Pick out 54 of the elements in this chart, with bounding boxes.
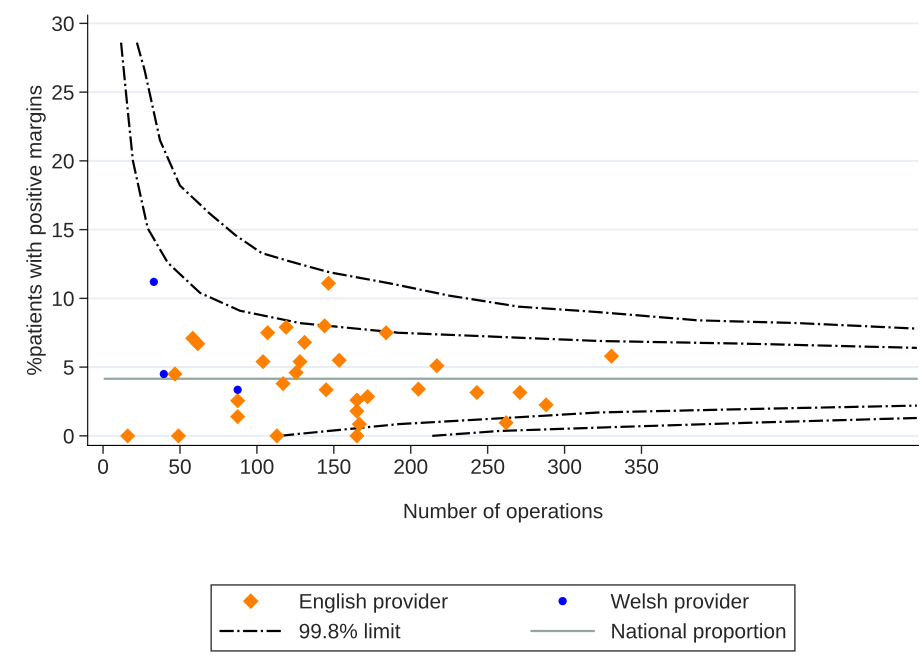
point — [292, 354, 308, 370]
x-tick-label: 0 — [98, 459, 108, 474]
point — [332, 352, 347, 368]
point — [167, 366, 183, 382]
y-tick-label: 25 — [52, 85, 74, 100]
point — [296, 334, 312, 350]
point — [318, 382, 334, 398]
legend-label: National proportion — [612, 623, 786, 643]
point — [429, 358, 444, 374]
y-tick-label: 20 — [52, 154, 74, 169]
point — [469, 384, 484, 400]
x-tick-label: 350 — [624, 459, 658, 474]
legend-label: Welsh provider — [610, 593, 749, 613]
legend-label: English provider — [300, 593, 448, 613]
point — [410, 381, 426, 397]
point — [120, 428, 136, 444]
x-tick-label: 50 — [169, 459, 191, 474]
point — [230, 408, 246, 424]
x-axis-title: Number of operations — [404, 503, 602, 522]
point — [512, 384, 528, 400]
point — [234, 386, 242, 394]
x-tick-label: 150 — [318, 459, 350, 474]
point — [604, 348, 620, 364]
point — [360, 389, 376, 404]
point — [255, 354, 271, 370]
point — [378, 325, 394, 340]
point — [160, 370, 168, 378]
point — [278, 320, 294, 335]
point — [150, 278, 158, 286]
point — [352, 416, 367, 432]
y-axis-title: %patients with positive margins — [26, 86, 46, 375]
y-tick-label: 5 — [64, 360, 74, 375]
point — [349, 428, 364, 444]
y-tick-label: 0 — [64, 428, 74, 444]
point — [538, 397, 554, 413]
legend-label: 99.8% limit — [300, 623, 400, 638]
point — [316, 318, 332, 334]
point — [230, 393, 246, 408]
point — [260, 325, 276, 340]
y-tick-label: 10 — [52, 291, 74, 306]
point — [498, 415, 514, 430]
point — [269, 428, 285, 444]
point — [170, 428, 186, 444]
point — [288, 364, 304, 380]
point — [190, 336, 206, 352]
x-tick-label: 250 — [471, 459, 504, 474]
point — [320, 276, 336, 291]
x-tick-label: 300 — [548, 459, 582, 474]
x-tick-label: 200 — [394, 459, 428, 474]
x-tick-label: 100 — [241, 459, 274, 474]
point — [275, 376, 291, 392]
y-tick-label: 30 — [52, 16, 74, 32]
line-series — [431, 416, 918, 437]
y-tick-label: 15 — [52, 222, 74, 238]
